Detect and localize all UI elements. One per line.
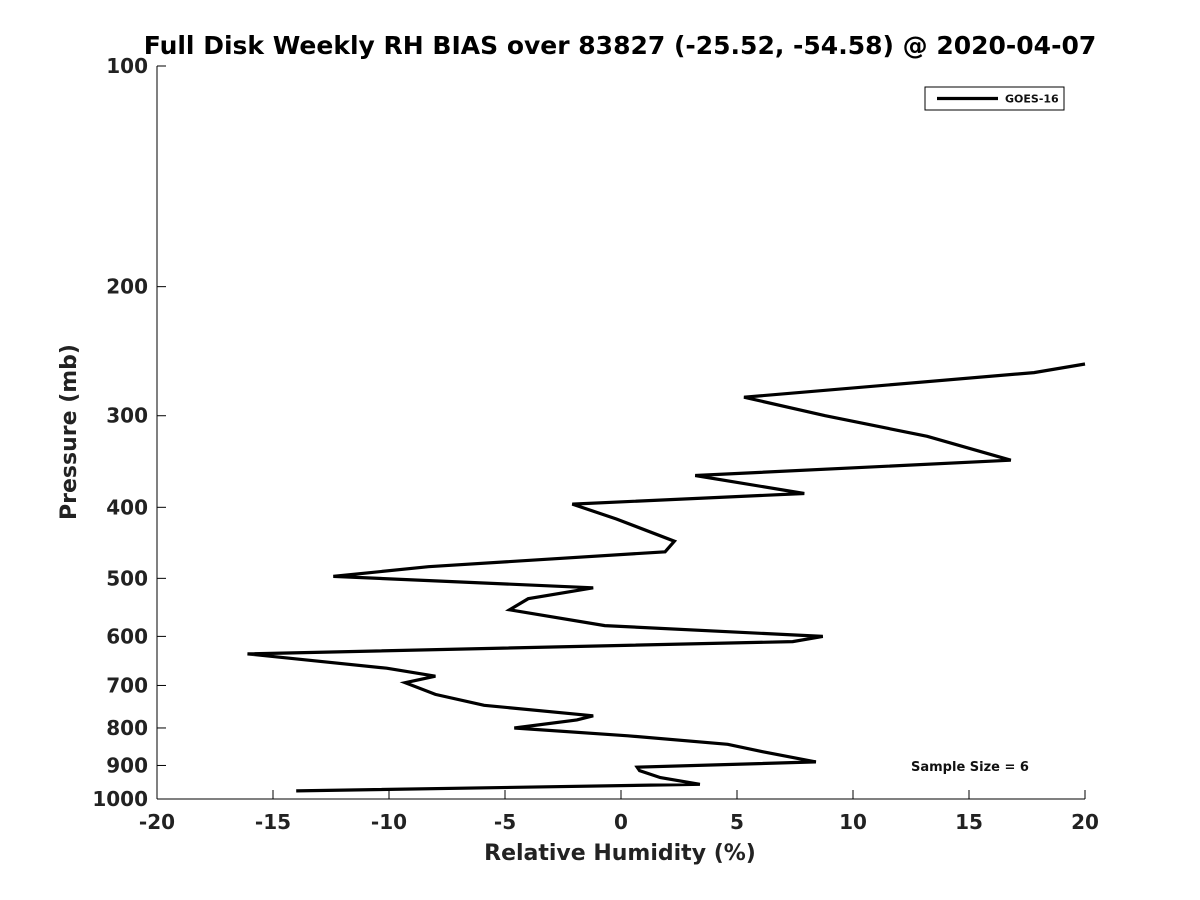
y-tick-label: 600 — [106, 624, 148, 648]
x-tick-label: 10 — [839, 810, 867, 834]
plot-area — [156, 66, 1085, 800]
y-tick-label: 800 — [106, 716, 148, 740]
y-tick-label: 1000 — [92, 787, 148, 811]
legend: GOES-16 — [924, 86, 1065, 111]
y-tick-label: 400 — [106, 495, 148, 519]
y-tick-label: 500 — [106, 566, 148, 590]
sample-size-annotation: Sample Size = 6 — [911, 760, 1029, 775]
y-tick-label: 300 — [106, 404, 148, 428]
series-line — [247, 362, 1086, 793]
y-tick-label: 100 — [106, 54, 148, 78]
x-axis: -20 -15 -10 -5 0 5 10 15 20 — [139, 790, 1099, 834]
x-axis-label: Relative Humidity (%) — [484, 841, 756, 866]
x-tick-label: 5 — [730, 810, 744, 834]
x-tick-label: -20 — [139, 810, 175, 834]
legend-label: GOES-16 — [1005, 93, 1059, 106]
y-tick-label: 900 — [106, 753, 148, 777]
series-group — [247, 362, 1086, 793]
y-tick-label: 200 — [106, 275, 148, 299]
y-axis-label: Pressure (mb) — [57, 344, 82, 520]
x-tick-label: -15 — [255, 810, 291, 834]
x-tick-label: -10 — [371, 810, 407, 834]
y-tick-label: 700 — [106, 673, 148, 697]
x-tick-label: 20 — [1071, 810, 1099, 834]
x-tick-label: -5 — [494, 810, 516, 834]
x-tick-label: 15 — [955, 810, 983, 834]
x-tick-label: 0 — [614, 810, 628, 834]
chart-title: Full Disk Weekly RH BIAS over 83827 (-25… — [144, 31, 1097, 60]
y-axis: 100 200 300 400 500 600 700 800 900 1000 — [92, 54, 166, 811]
